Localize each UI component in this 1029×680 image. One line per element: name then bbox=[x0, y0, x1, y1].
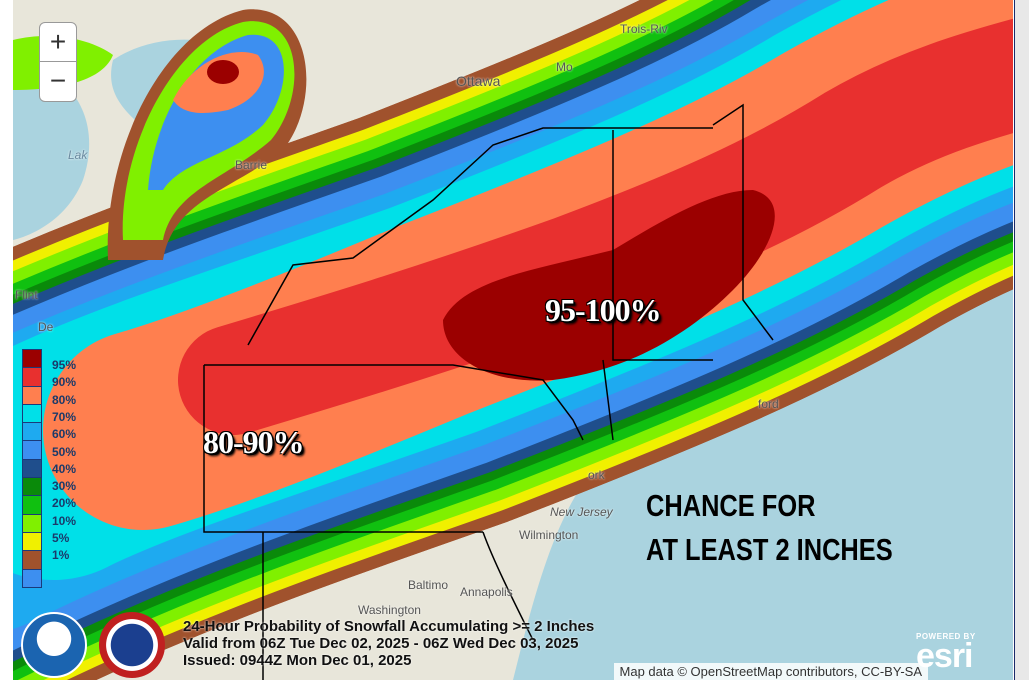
noaa-logo bbox=[21, 612, 87, 678]
legend-label: 90% bbox=[52, 375, 77, 390]
legend-label: 1% bbox=[52, 548, 70, 563]
legend-swatch bbox=[22, 403, 42, 423]
zoom-in-button[interactable]: + bbox=[40, 23, 76, 62]
lake bbox=[13, 60, 90, 240]
legend-label: 5% bbox=[52, 531, 70, 545]
legend-label: 95% bbox=[52, 358, 77, 372]
city-label: Ottawa bbox=[456, 73, 501, 89]
nws-logo bbox=[99, 612, 165, 678]
legend-swatch bbox=[22, 477, 42, 496]
annotation-chance-line1: CHANCE FOR bbox=[646, 488, 816, 523]
city-label: Barrie bbox=[235, 158, 268, 172]
annotation-chance-line2: AT LEAST 2 INCHES bbox=[646, 532, 893, 567]
legend-swatch bbox=[22, 550, 42, 569]
legend-swatch bbox=[22, 495, 42, 514]
city-label: Flint bbox=[15, 288, 38, 302]
legend-swatch bbox=[22, 531, 42, 551]
city-label: Annapolis bbox=[460, 585, 513, 599]
legend-label: 20% bbox=[52, 496, 77, 511]
city-label: ford bbox=[758, 397, 779, 411]
city-label: New Jersey bbox=[550, 505, 613, 519]
annotation-80-90: 80-90% bbox=[203, 424, 305, 460]
legend-swatch bbox=[22, 385, 42, 404]
title-line: 24-Hour Probability of Snowfall Accumula… bbox=[183, 618, 595, 635]
zoom-out-button[interactable]: − bbox=[49, 65, 67, 96]
city-label: Mo bbox=[556, 60, 573, 74]
legend-label: 70% bbox=[52, 409, 77, 424]
legend-label: 10% bbox=[52, 513, 77, 528]
map-view[interactable]: + − Trois-Riv Ottawa Mo Barrie Lak Flint… bbox=[13, 0, 1013, 680]
legend-swatch bbox=[22, 422, 42, 441]
city-label: ork bbox=[588, 468, 605, 482]
city-label: Trois-Riv bbox=[620, 22, 668, 36]
zoom-control: + − bbox=[39, 22, 77, 102]
legend-swatch bbox=[22, 458, 42, 478]
side-panel-edge bbox=[1014, 0, 1029, 680]
legend-label: 40% bbox=[52, 461, 77, 476]
city-label: Wilmington bbox=[519, 528, 579, 542]
valid-line: Valid from 06Z Tue Dec 02, 2025 - 06Z We… bbox=[183, 635, 579, 652]
legend-swatch bbox=[22, 568, 42, 588]
city-label: Washington bbox=[358, 603, 421, 617]
map-attribution: Map data © OpenStreetMap contributors, C… bbox=[613, 663, 928, 680]
legend-swatch bbox=[22, 440, 42, 459]
legend-swatch bbox=[22, 513, 42, 532]
city-label: Baltimo bbox=[408, 578, 449, 592]
max-blob bbox=[443, 190, 775, 381]
annotation-95-100: 95-100% bbox=[545, 292, 662, 328]
legend-label: 80% bbox=[52, 392, 77, 407]
city-label: Lak bbox=[68, 148, 88, 162]
legend: 95% 90% 80% 70% 60% 50% 40% 30% 20% 10% 5% 1% bbox=[22, 349, 76, 588]
probability-overlay bbox=[13, 0, 1013, 680]
legend-label: 60% bbox=[52, 427, 77, 442]
city-label: De bbox=[38, 320, 54, 334]
legend-label: 50% bbox=[52, 444, 77, 459]
map-title: 24-Hour Probability of Snowfall Accumula… bbox=[183, 618, 594, 669]
legend-swatch bbox=[22, 367, 42, 386]
issued-line: Issued: 0944Z Mon Dec 01, 2025 bbox=[183, 652, 412, 669]
legend-swatch bbox=[22, 349, 42, 368]
legend-label: 30% bbox=[52, 479, 77, 494]
